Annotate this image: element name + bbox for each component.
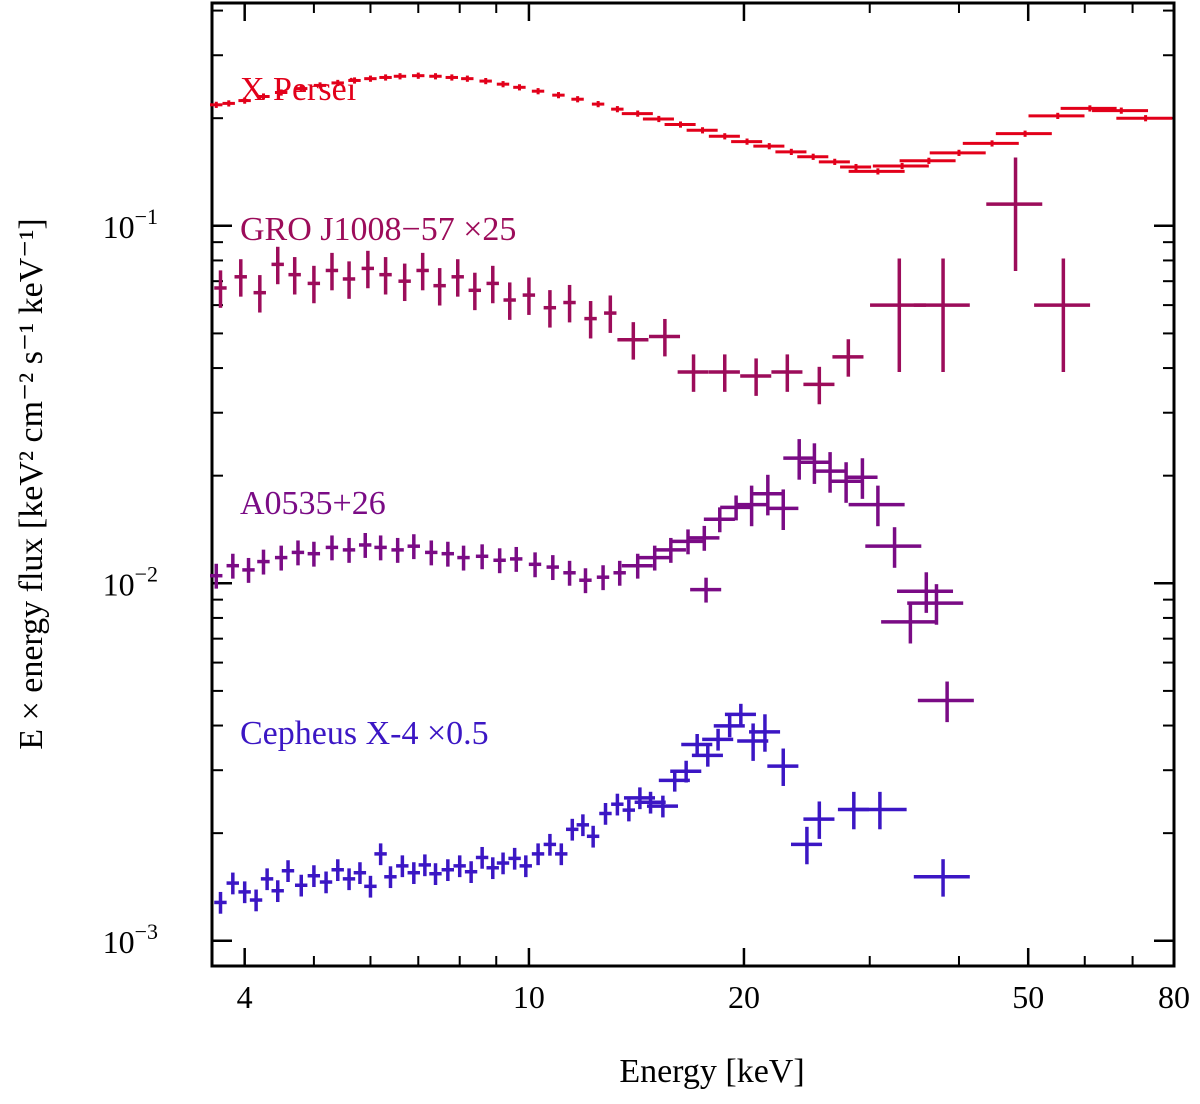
x-axis-label: Energy [keV] [619, 1053, 804, 1090]
series-0 [210, 72, 1173, 175]
x-tick-label: 50 [1012, 979, 1044, 1015]
series-2 [210, 439, 974, 723]
series-label: X Persei [240, 71, 356, 108]
y-tick-label: 10−1 [103, 204, 158, 245]
x-tick-label: 10 [513, 979, 545, 1015]
y-tick-base: 10 [103, 566, 135, 602]
y-tick-base: 10 [103, 209, 135, 245]
y-tick-label: 10−2 [103, 561, 158, 602]
series-label: GRO J1008−57 ×25 [240, 211, 516, 248]
series-label: Cepheus X-4 ×0.5 [240, 715, 489, 752]
series-3 [214, 703, 970, 914]
x-tick-label: 80 [1158, 979, 1190, 1015]
y-tick-exponent: −2 [135, 561, 158, 586]
y-axis-label: E × energy flux [keV² cm⁻² s⁻¹ keV⁻¹] [13, 218, 50, 749]
plot-frame [210, 1, 1176, 968]
y-tick-exponent: −3 [135, 919, 158, 944]
series-label: A0535+26 [240, 485, 386, 522]
y-tick-label: 10−3 [103, 919, 158, 960]
series-labels: X Persei GRO J1008−57 ×25 A0535+26 Cepheus … [240, 71, 516, 752]
x-tick-label: 4 [237, 979, 253, 1015]
y-tick-base: 10 [103, 924, 135, 960]
y-tick-exponent: −1 [135, 204, 158, 229]
series-layer [210, 72, 1173, 914]
series-1 [214, 157, 1091, 405]
x-tick-label: 20 [728, 979, 760, 1015]
